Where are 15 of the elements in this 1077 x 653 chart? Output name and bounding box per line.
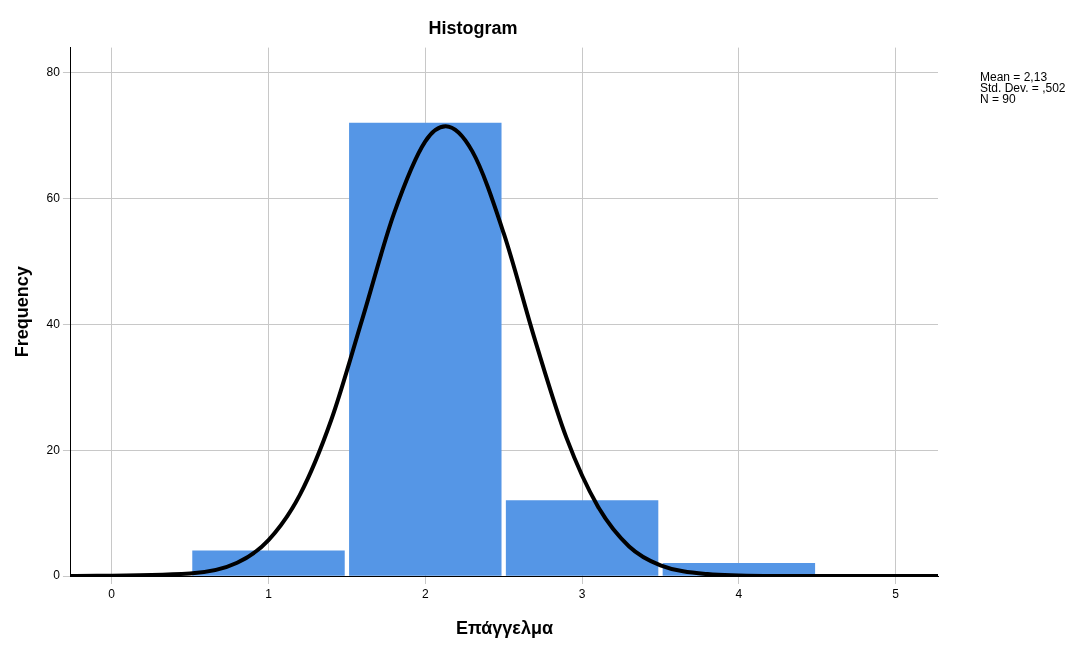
y-tick-label: 60 (46, 190, 61, 205)
x-axis-title: Επάγγελμα (455, 618, 553, 639)
x-tick-label: 0 (108, 586, 116, 601)
y-tick-label: 0 (53, 568, 61, 583)
x-tick-label: 2 (421, 586, 429, 601)
y-tick-label: 80 (46, 65, 61, 80)
text: N = 90 (980, 91, 1017, 106)
y-tick-label: 20 (46, 442, 61, 457)
y-tick-label: 40 (46, 316, 61, 331)
y-axis-title: Frequency (11, 266, 32, 358)
chart-title: Histogram (428, 17, 518, 38)
x-tick-label: 1 (265, 586, 273, 601)
x-tick-label: 4 (735, 586, 743, 601)
x-tick-label: 5 (892, 586, 900, 601)
x-tick-label: 3 (578, 586, 586, 601)
